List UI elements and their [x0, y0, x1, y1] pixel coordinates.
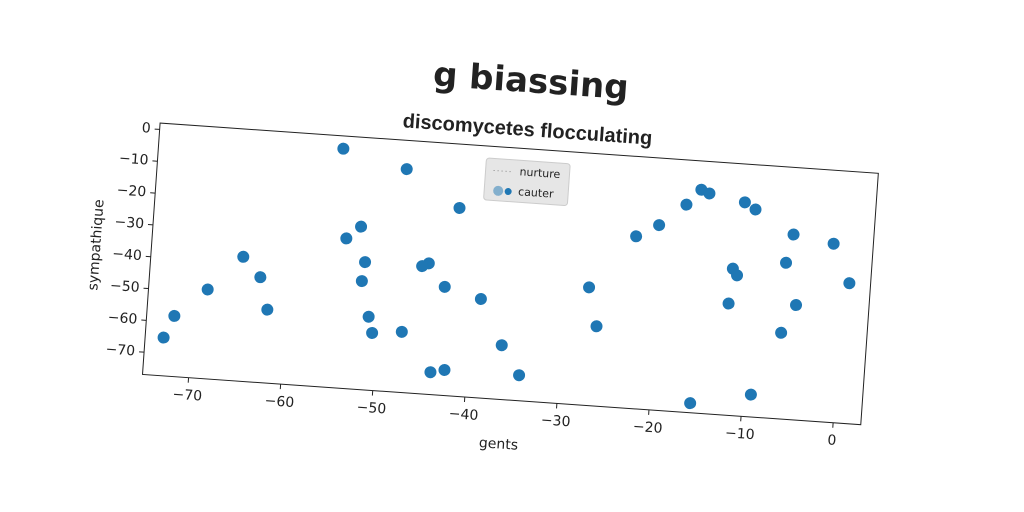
point — [254, 271, 267, 284]
legend-marker — [504, 188, 512, 196]
y-tick-label: −30 — [114, 214, 145, 232]
y-axis-label: sympathique — [85, 199, 107, 291]
x-tick-label: −40 — [448, 406, 479, 424]
point — [400, 163, 413, 176]
y-tick-label: −20 — [116, 182, 147, 200]
y-tick-label: −50 — [110, 278, 141, 296]
point — [237, 250, 250, 263]
point — [787, 228, 800, 241]
point — [424, 366, 437, 379]
point — [749, 203, 762, 216]
point — [630, 230, 643, 243]
point — [416, 260, 429, 273]
point — [684, 397, 697, 410]
point — [261, 303, 274, 316]
point — [438, 363, 451, 376]
point — [201, 283, 214, 296]
point — [157, 331, 170, 344]
point — [843, 277, 856, 290]
point — [366, 326, 379, 339]
point — [438, 280, 451, 293]
point — [590, 320, 603, 333]
point — [827, 237, 840, 250]
point — [744, 388, 757, 401]
point — [362, 310, 375, 323]
y-tick-label: −40 — [112, 246, 143, 264]
legend-label: cauter — [518, 185, 555, 200]
x-axis-label: gents — [478, 435, 518, 454]
x-tick-label: −20 — [632, 419, 663, 437]
legend-label: nurture — [519, 165, 561, 181]
point — [775, 326, 788, 339]
x-tick-label: −50 — [356, 399, 387, 417]
chart-title: g biassing — [432, 55, 630, 109]
x-tick-label: −30 — [540, 412, 571, 430]
point — [359, 256, 372, 269]
point — [780, 256, 793, 269]
chart-body: g biassing discomycetes flocculating gen… — [85, 55, 879, 454]
point — [703, 187, 716, 200]
point — [474, 292, 487, 305]
point — [653, 219, 666, 232]
y-tick-label: 0 — [141, 120, 151, 137]
point — [495, 339, 508, 352]
x-tick-label: 0 — [827, 432, 837, 449]
point — [453, 201, 466, 214]
y-tick-label: −70 — [105, 342, 136, 360]
point — [680, 198, 693, 211]
y-tick-label: −60 — [107, 310, 138, 328]
point — [340, 232, 353, 245]
x-tick-label: −70 — [172, 387, 203, 405]
legend-box — [483, 157, 571, 206]
x-tick-label: −10 — [724, 425, 755, 443]
point — [722, 297, 735, 310]
legend-marker — [493, 169, 514, 173]
point — [168, 309, 181, 322]
x-tick-label: −60 — [264, 393, 295, 411]
plot-frame — [141, 122, 879, 426]
point — [337, 142, 350, 155]
chart-subtitle: discomycetes flocculating — [402, 110, 653, 149]
point — [738, 196, 751, 209]
point — [583, 281, 596, 294]
point — [790, 299, 803, 312]
point — [513, 369, 526, 382]
point — [355, 220, 368, 233]
point — [355, 275, 368, 288]
point — [731, 269, 744, 282]
legend-marker — [493, 185, 504, 196]
point — [395, 325, 408, 338]
y-tick-label: −10 — [118, 151, 149, 169]
